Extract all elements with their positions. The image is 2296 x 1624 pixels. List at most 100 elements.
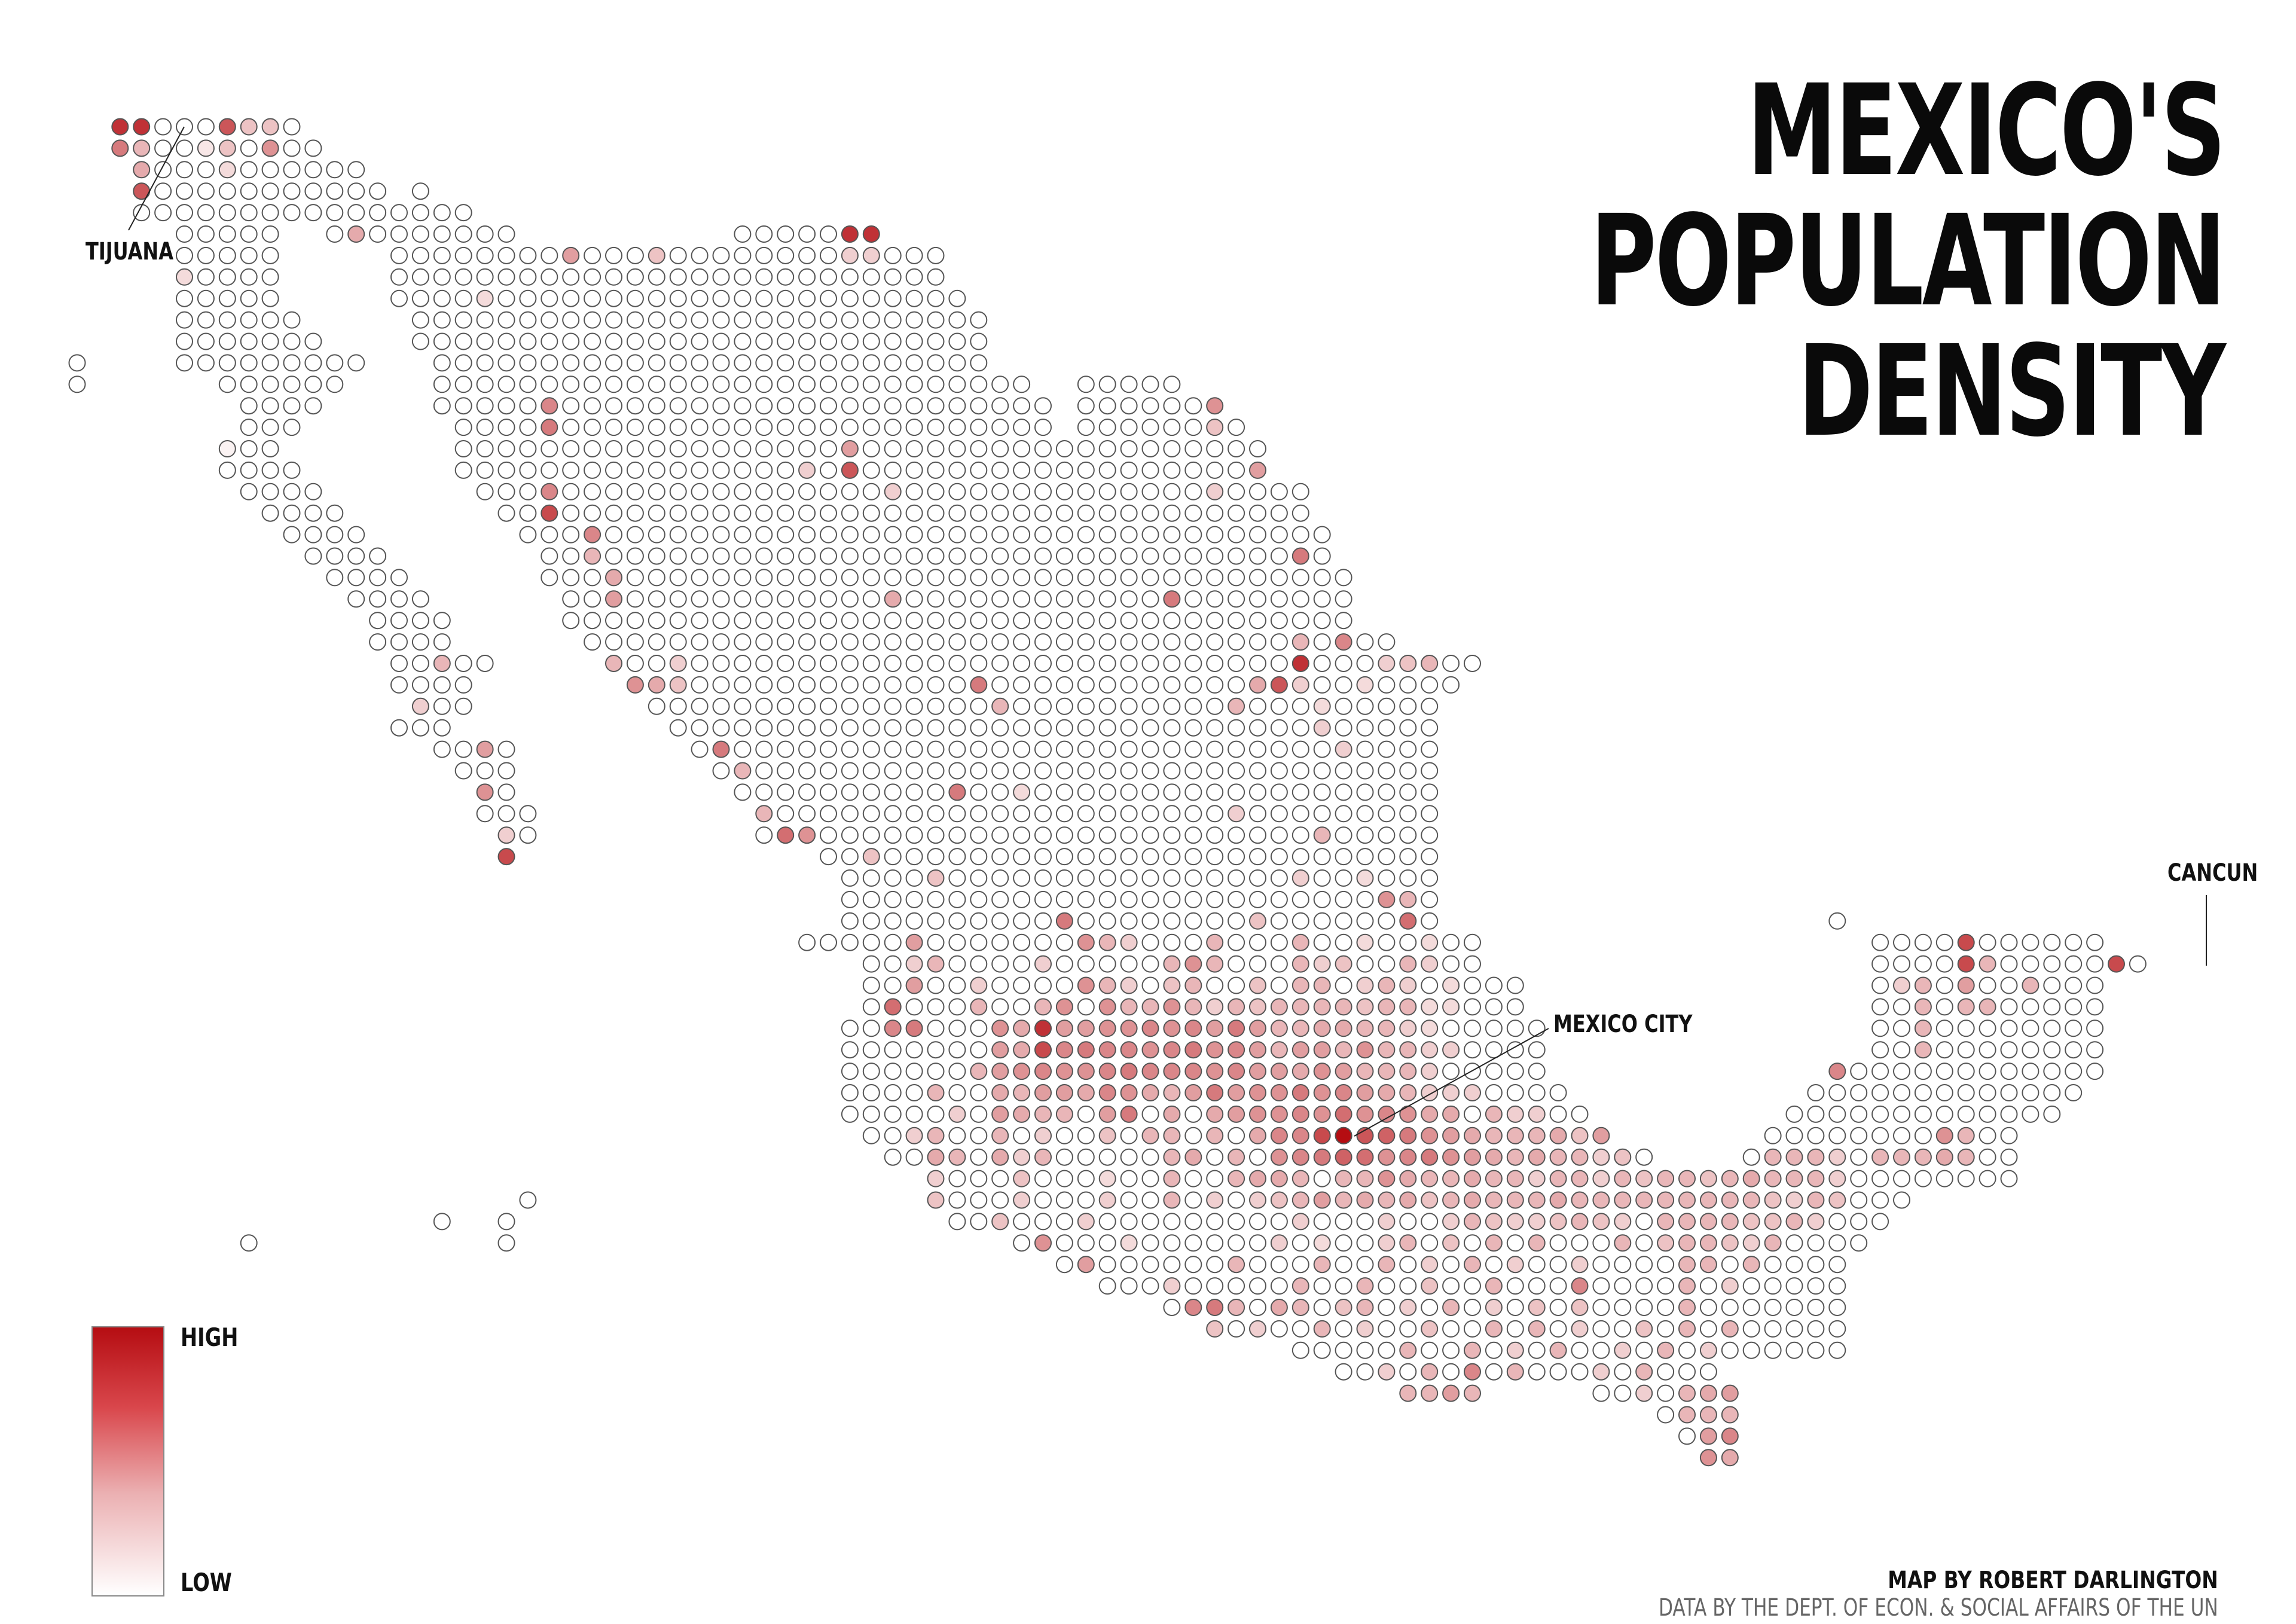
density-dot [261, 182, 279, 200]
density-dot [927, 697, 945, 715]
density-dot-populated [991, 1063, 1009, 1080]
density-dot-populated [1592, 1148, 1610, 1166]
density-dot [497, 225, 515, 243]
density-dot [948, 719, 966, 737]
density-dot [176, 161, 193, 179]
density-dot-populated [1485, 1299, 1503, 1316]
density-dot [927, 268, 945, 286]
density-dot [1464, 1277, 1481, 1295]
density-dot [1979, 1127, 1996, 1144]
density-dot-populated [1699, 1234, 1717, 1252]
density-dot [1592, 1320, 1610, 1338]
density-dot [2022, 1084, 2039, 1101]
density-dot [820, 740, 837, 758]
density-dot [884, 676, 902, 694]
density-dot [1077, 1191, 1095, 1209]
density-dot [1399, 826, 1417, 844]
density-dot [1013, 590, 1031, 608]
density-dot [712, 419, 730, 436]
density-dot [1292, 612, 1309, 630]
density-dot [1034, 440, 1052, 457]
density-dot-populated [1249, 998, 1266, 1016]
density-dot [798, 783, 816, 801]
density-dot [1678, 1363, 1696, 1381]
density-dot [691, 719, 709, 737]
density-dot [1184, 826, 1202, 844]
density-dot-populated [1442, 1213, 1460, 1231]
density-dot [970, 890, 988, 908]
density-dot [433, 697, 451, 715]
density-dot [433, 332, 451, 350]
density-dot-populated [1055, 998, 1073, 1016]
density-dot [347, 569, 365, 587]
density-dot [1206, 912, 1224, 930]
density-dot [1935, 1019, 1953, 1037]
density-dot [390, 590, 408, 608]
density-dot-populated [1356, 998, 1374, 1016]
density-dot [948, 633, 966, 651]
density-dot [970, 504, 988, 522]
density-dot [1034, 869, 1052, 887]
density-dot-populated [1228, 1170, 1245, 1188]
density-dot-populated [1721, 1213, 1739, 1231]
density-dot [1850, 1213, 1868, 1231]
density-dot [176, 311, 193, 329]
density-dot-populated [1614, 1148, 1632, 1166]
density-dot [1270, 547, 1288, 565]
density-dot [390, 655, 408, 672]
density-dot [948, 805, 966, 823]
density-dot [1935, 976, 1953, 994]
density-dot [476, 246, 494, 264]
density-dot [304, 161, 322, 179]
density-dot [1549, 1277, 1567, 1295]
density-dot-populated [1335, 1084, 1352, 1101]
density-dot [584, 590, 602, 608]
density-dot [948, 1084, 966, 1101]
density-dot [1141, 483, 1159, 500]
density-dot [519, 504, 537, 522]
density-dot [1893, 1170, 1910, 1188]
density-dot [712, 504, 730, 522]
density-dot [1206, 612, 1224, 630]
density-dot [970, 933, 988, 951]
density-dot [326, 504, 344, 522]
density-dot [1184, 655, 1202, 672]
density-dot [1421, 1299, 1439, 1316]
density-dot [1893, 1105, 1910, 1123]
density-dot [2043, 1063, 2061, 1080]
density-dot [862, 1105, 880, 1123]
density-dot-populated [1356, 933, 1374, 951]
density-dot [777, 547, 795, 565]
density-dot [605, 633, 622, 651]
density-dot [820, 590, 837, 608]
density-dot-populated [1421, 1084, 1439, 1101]
density-dot [669, 289, 687, 307]
density-dot [905, 740, 923, 758]
density-dot [2000, 933, 2018, 951]
density-dot [862, 376, 880, 393]
density-dot [240, 1234, 258, 1252]
density-dot [777, 762, 795, 780]
density-dot [648, 504, 665, 522]
density-dot [240, 332, 258, 350]
density-dot [884, 826, 902, 844]
density-dot [734, 483, 752, 500]
density-dot-populated [1699, 1406, 1717, 1424]
density-dot [1378, 955, 1396, 973]
density-dot [433, 268, 451, 286]
density-dot [1807, 1234, 1825, 1252]
density-dot-populated [1699, 1170, 1717, 1188]
density-dot-populated [1635, 1320, 1653, 1338]
density-dot [1893, 1063, 1910, 1080]
density-dot [1055, 890, 1073, 908]
density-dot-populated [1228, 697, 1245, 715]
density-dot [1206, 869, 1224, 887]
density-dot [841, 332, 859, 350]
density-dot-populated [1506, 1105, 1524, 1123]
density-dot [1464, 1320, 1481, 1338]
density-dot [991, 826, 1009, 844]
density-dot [411, 225, 429, 243]
density-dot [884, 547, 902, 565]
density-dot-populated [1678, 1170, 1696, 1188]
density-dot [862, 869, 880, 887]
